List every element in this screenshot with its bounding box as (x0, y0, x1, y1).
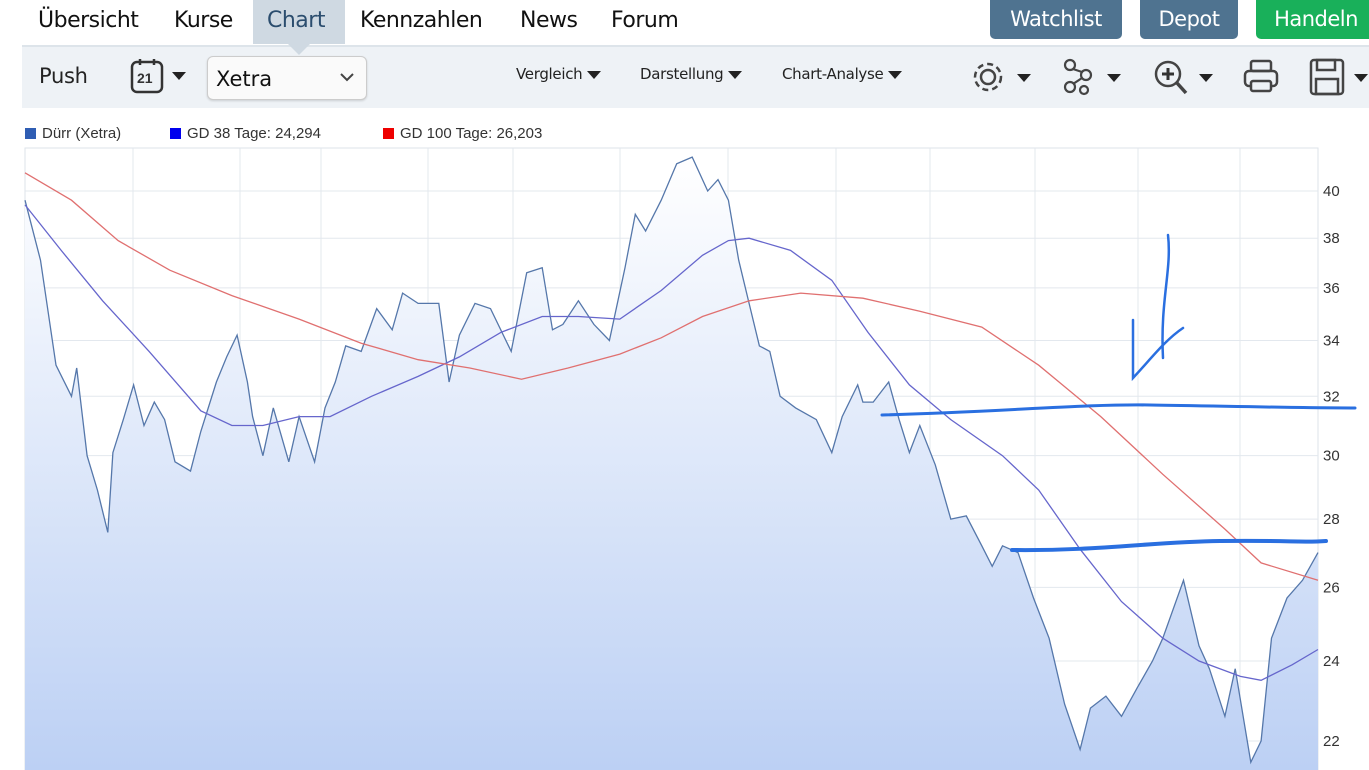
zoom-button[interactable] (1152, 57, 1216, 102)
save-icon (1309, 58, 1368, 96)
y-tick-label: 40 (1323, 183, 1340, 200)
y-axis-labels: 22 24 26 28 30 32 34 36 38 40 (1323, 183, 1340, 750)
settings-button[interactable] (970, 57, 1034, 102)
legend-item-gd100[interactable]: GD 100 Tage: 26,203 (383, 125, 542, 142)
annotation-line-upper (880, 403, 1357, 417)
annotation-arrow-shaft (1161, 233, 1171, 360)
price-area (25, 157, 1318, 770)
vergleich-menu[interactable]: Vergleich (516, 65, 602, 83)
chart-analyse-menu[interactable]: Chart-Analyse (782, 65, 903, 83)
y-tick-label: 38 (1323, 230, 1340, 247)
legend-swatch (25, 128, 36, 139)
chart-toolbar: Push 21 Xetra Vergleich Darstellung Char… (22, 45, 1369, 108)
tab-news[interactable]: News (520, 8, 578, 33)
y-tick-label: 34 (1323, 333, 1340, 350)
tab-chart[interactable]: Chart (253, 0, 345, 44)
active-tab-pointer (288, 44, 310, 55)
darstellung-menu[interactable]: Darstellung (640, 65, 743, 83)
legend-item-price[interactable]: Dürr (Xetra) (25, 125, 121, 142)
hand-drawn-annotations (880, 233, 1357, 553)
caret-down-icon (888, 70, 903, 79)
annotation-line-lower (1010, 538, 1328, 553)
legend-swatch (170, 128, 181, 139)
caret-down-icon (587, 70, 602, 79)
y-tick-label: 22 (1323, 733, 1340, 750)
legend-item-gd38[interactable]: GD 38 Tage: 24,294 (170, 125, 321, 142)
chart-analyse-label: Chart-Analyse (782, 65, 884, 83)
y-tick-label: 36 (1323, 280, 1340, 297)
caret-down-icon (728, 70, 743, 79)
save-button[interactable] (1307, 57, 1369, 102)
calendar-button[interactable]: 21 (130, 58, 192, 99)
y-tick-label: 30 (1323, 448, 1340, 465)
depot-button[interactable]: Depot (1140, 0, 1238, 39)
price-line (24, 156, 1319, 765)
indicators-button[interactable] (1062, 57, 1126, 102)
y-tick-label: 32 (1323, 388, 1340, 405)
watchlist-button[interactable]: Watchlist (990, 0, 1122, 39)
print-icon (1243, 59, 1279, 93)
gd100-line (24, 172, 1319, 581)
tab-kurse[interactable]: Kurse (174, 8, 233, 33)
tab-forum[interactable]: Forum (611, 8, 679, 33)
tab-uebersicht[interactable]: Übersicht (38, 8, 139, 33)
darstellung-label: Darstellung (640, 65, 724, 83)
vergleich-label: Vergleich (516, 65, 583, 83)
exchange-select-value: Xetra (216, 67, 273, 91)
chart-series (24, 156, 1319, 770)
tab-kennzahlen[interactable]: Kennzahlen (360, 8, 483, 33)
legend-label: GD 38 Tage: 24,294 (187, 125, 321, 142)
legend-swatch (383, 128, 394, 139)
legend-label: Dürr (Xetra) (42, 125, 122, 142)
calendar-day: 21 (137, 70, 153, 86)
y-tick-label: 28 (1323, 511, 1340, 528)
y-tick-label: 24 (1323, 653, 1340, 670)
top-navigation: Übersicht Kurse Chart Kennzahlen News Fo… (0, 0, 1369, 44)
chevron-down-icon (340, 73, 354, 82)
network-icon (1063, 58, 1121, 96)
gear-icon (973, 62, 1031, 92)
calendar-icon (130, 59, 186, 94)
annotation-arrow-head (1131, 318, 1185, 382)
legend-label: GD 100 Tage: 26,203 (400, 125, 543, 142)
y-tick-label: 26 (1323, 579, 1340, 596)
print-button[interactable] (1242, 57, 1282, 102)
push-toggle[interactable]: Push (39, 64, 88, 88)
zoom-in-icon (1154, 60, 1213, 95)
exchange-select[interactable]: Xetra (207, 56, 367, 100)
handeln-button[interactable]: Handeln (1256, 0, 1369, 39)
gd38-line (24, 204, 1319, 681)
